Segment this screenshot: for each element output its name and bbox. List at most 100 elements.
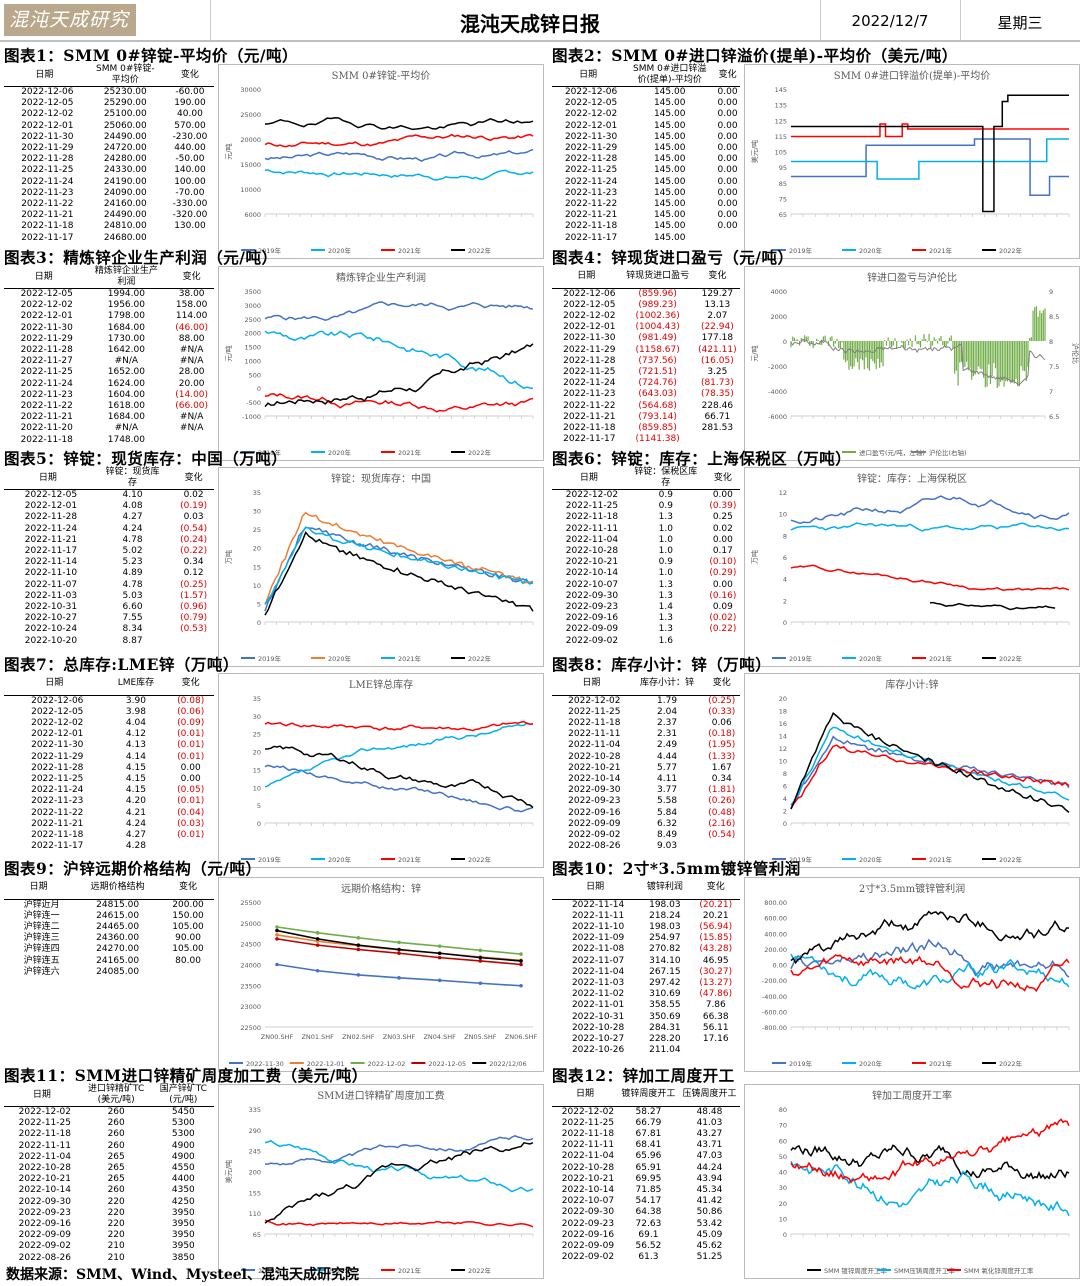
- series-line: [264, 745, 534, 809]
- table-row: 2022-12-06 25230.00 -60.00: [4, 87, 214, 99]
- series-line: [264, 343, 534, 408]
- table-cell: 2022-11-11: [561, 1140, 615, 1151]
- table-cell: 2022-11-23: [563, 389, 616, 400]
- legend-item: 2019年: [241, 246, 282, 255]
- series-line: [264, 330, 534, 390]
- y-tick-label: 35: [253, 489, 261, 497]
- table-cell: 2022-09-02: [565, 635, 619, 646]
- table-row: 2022-12-01 4.12 (0.01): [4, 729, 214, 740]
- y-tick-label: 0: [257, 820, 261, 828]
- table-header-row: 日期 镀锌利润 变化: [552, 877, 740, 900]
- data-point: [437, 951, 442, 956]
- table-cell: 105.00: [172, 944, 204, 955]
- table-row: 2022-09-09 56.52 45.62: [552, 1241, 740, 1252]
- data-point: [275, 925, 279, 929]
- y-tick-label: 22500: [240, 1024, 261, 1032]
- table-row: 2022-11-25 4.15 0.00: [4, 774, 214, 785]
- table-cell: 2022-11-17: [563, 434, 616, 445]
- table-row: 2022-11-10 198.03 (56.94): [552, 922, 740, 933]
- table-cell: 2022-11-17: [21, 232, 74, 243]
- table-cell: 3950: [171, 1230, 195, 1241]
- table-cell: 2022-11-21: [24, 534, 78, 545]
- table-cell: 2022-10-14: [561, 1184, 615, 1195]
- y-axis-label: 万吨: [224, 550, 233, 564]
- table-cell: 158.00: [175, 300, 208, 311]
- series-line: [791, 123, 1069, 138]
- data-table: 日期 镀锌周度开工 压铸周度开工 2022-12-02 58.27 48.48 2022-1…: [552, 1084, 740, 1263]
- y-tick-label: 25000: [240, 111, 261, 119]
- column-header: 变化: [167, 673, 214, 696]
- legend-item: 2019年: [241, 654, 282, 663]
- table-cell: 2022-12-01: [20, 311, 73, 322]
- column-header: 锌现货进口盈亏: [620, 266, 695, 289]
- data-table: 日期 SMM 0#进口锌溢 价(提单)-平均价 变化 2022-12-06 145.00…: [552, 64, 740, 244]
- table-row: 2022-10-07 1.3 0.00: [552, 580, 740, 591]
- table-cell: [715, 233, 740, 244]
- legend-label: 2022年: [999, 1059, 1023, 1068]
- table-row: 2022-11-24 24190.00 100.00: [4, 177, 214, 188]
- table-cell: 2022-09-30: [561, 1207, 615, 1218]
- y-tick-label: -2000: [768, 363, 787, 371]
- table-cell: 2022-09-30: [565, 590, 619, 601]
- table-cell: 24490.00: [103, 131, 147, 142]
- y-tick-label: 0: [783, 338, 787, 346]
- table-cell: 2022-11-18: [21, 221, 74, 232]
- table-row: 2022-11-07 4.78 (0.25): [4, 580, 214, 591]
- table-row: 2022-12-05 1994.00 38.00: [4, 289, 214, 301]
- table-cell: 2022-09-02: [561, 1252, 615, 1263]
- chart-title: LME锌总库存: [349, 678, 413, 691]
- table-cell: 1.4: [658, 602, 673, 613]
- panel-p1: 图表1：SMM 0#锌锭-平均价（元/吨） 日期 SMM 0#锌锭- 平均价 变化 20…: [4, 44, 544, 259]
- table-cell: 4.04: [125, 717, 146, 728]
- table-cell: (0.01): [177, 740, 205, 751]
- table-cell: (46.00): [175, 322, 209, 333]
- data-point: [275, 937, 279, 941]
- data-point: [356, 936, 361, 940]
- table-row: 2022-11-02 310.69 (47.86): [552, 989, 740, 1000]
- legend-item: 2021年: [381, 855, 422, 864]
- column-header: 日期: [4, 467, 92, 490]
- table-cell: 2.37: [657, 717, 678, 728]
- table-row: 2022-11-23 24090.00 -70.00: [4, 188, 214, 199]
- header-divider: [820, 0, 821, 40]
- table-cell: 2022-11-29: [21, 143, 74, 154]
- legend-item: 2021年: [381, 246, 422, 255]
- table-cell: 2022-09-16: [561, 1229, 615, 1240]
- table-cell: 2022-11-08: [571, 944, 625, 955]
- table-cell: (0.79): [180, 613, 208, 624]
- table-cell: 2022-09-02: [568, 829, 621, 840]
- chart-svg: 库存小计:锌 0 2 4 6 8 10 12 14 16 18 20 2019年 2020年 2021年 20…: [772, 678, 1070, 864]
- table-cell: 4.28: [125, 841, 146, 852]
- table-cell: (0.16): [709, 590, 737, 601]
- table-cell: 2022-09-02: [18, 1241, 71, 1252]
- table-cell: [166, 233, 214, 244]
- table-cell: 4550: [171, 1163, 195, 1174]
- column-header: 日期: [552, 266, 621, 289]
- table-cell: 1730.00: [107, 333, 145, 344]
- series-line: [790, 954, 1070, 993]
- series-line: [264, 1141, 534, 1224]
- table-cell: 2022-11-10: [24, 568, 78, 579]
- table-cell: 220: [107, 1207, 125, 1218]
- table-cell: 24615.00: [96, 910, 140, 921]
- y-tick-label: -6000: [768, 413, 787, 421]
- column-header: 变化: [169, 266, 214, 289]
- table-row: 2022-09-09 220 3950: [4, 1230, 214, 1241]
- table-cell: -50.00: [175, 154, 205, 165]
- y-tick-label: 0.00: [773, 962, 787, 970]
- table-cell: 3950: [171, 1207, 195, 1218]
- legend-label: 2022/12/06: [489, 1060, 526, 1068]
- table-cell: 4350: [171, 1185, 195, 1196]
- column-header: 锌锭：现货库 存: [91, 467, 174, 490]
- y-tick-label: 60: [779, 1137, 787, 1145]
- table-cell: 沪锌连一: [23, 910, 60, 921]
- legend-item: 2022-12-01: [289, 1060, 345, 1068]
- table-cell: -330.00: [172, 199, 208, 210]
- series-line: [264, 393, 534, 413]
- table-row: 2022-11-30 145.00 0.00: [552, 132, 740, 143]
- y-tick-label: -800.00: [762, 1024, 787, 1032]
- legend-label: 2019年: [258, 448, 282, 457]
- table-cell: 65.96: [635, 1151, 662, 1162]
- table-cell: 25100.00: [103, 109, 147, 120]
- table-row: 2022-12-02 (1002.36) 2.07: [552, 311, 740, 322]
